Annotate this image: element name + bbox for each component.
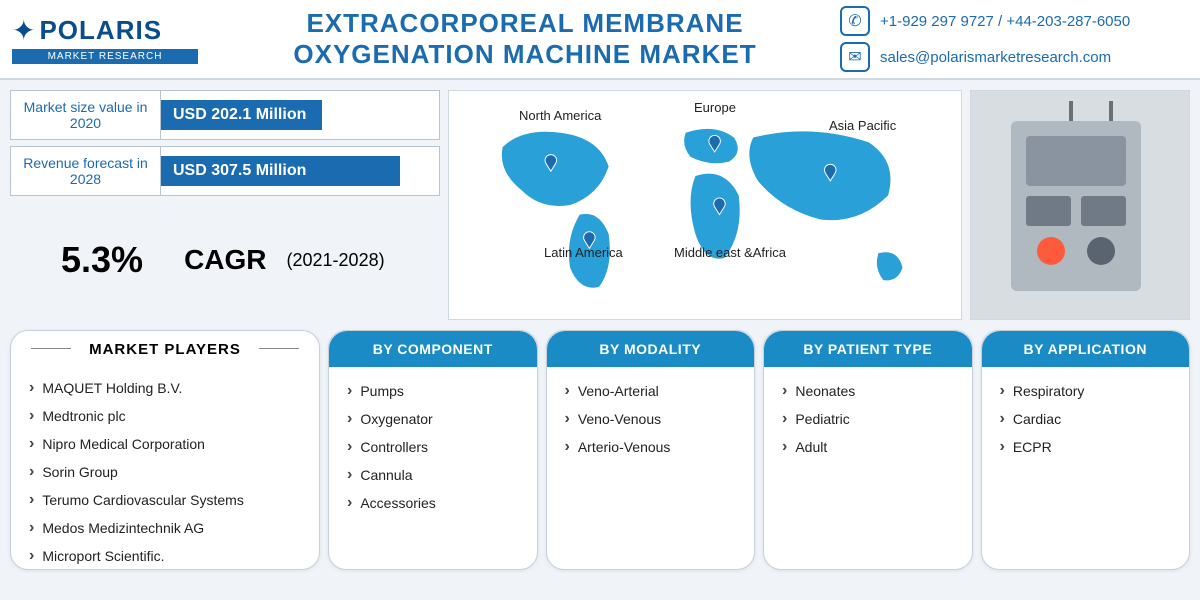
contact-email-row: ✉ sales@polarismarketresearch.com: [840, 42, 1184, 72]
page-title: EXTRACORPOREAL MEMBRANE OXYGENATION MACH…: [210, 8, 840, 70]
contact-email: sales@polarismarketresearch.com: [880, 49, 1111, 66]
title-box: EXTRACORPOREAL MEMBRANE OXYGENATION MACH…: [210, 0, 840, 78]
region-ap: Asia Pacific: [829, 119, 896, 133]
cagr-box: 5.3% CAGR (2021-2028): [10, 222, 440, 298]
logo-star-icon: ✦: [12, 14, 35, 47]
list-application: RespiratoryCardiacECPR: [982, 367, 1190, 471]
bottom-section: MARKET PLAYERS MAQUET Holding B.V.Medtro…: [0, 320, 1200, 580]
seg-title-patient: BY PATIENT TYPE: [764, 331, 972, 367]
list-item: Respiratory: [1000, 377, 1172, 405]
list-item: ECPR: [1000, 433, 1172, 461]
list-component: PumpsOxygenatorControllersCannulaAccesso…: [329, 367, 537, 527]
list-item: Controllers: [347, 433, 519, 461]
card-market-players: MARKET PLAYERS MAQUET Holding B.V.Medtro…: [10, 330, 320, 570]
list-item: Terumo Cardiovascular Systems: [29, 486, 301, 514]
list-item: Sorin Group: [29, 458, 301, 486]
ecmo-machine-icon: [971, 91, 1190, 320]
region-mea: Middle east &Africa: [674, 246, 786, 260]
contact-box: ✆ +1-929 297 9727 / +44-203-287-6050 ✉ s…: [840, 0, 1200, 78]
list-item: Oxygenator: [347, 405, 519, 433]
stat-label-2028: Revenue forecast in 2028: [11, 147, 161, 195]
card-component: BY COMPONENT PumpsOxygenatorControllersC…: [328, 330, 538, 570]
list-item: Medtronic plc: [29, 402, 301, 430]
cagr-period: (2021-2028): [287, 250, 385, 271]
stats-column: Market size value in 2020 USD 202.1 Mill…: [10, 90, 440, 320]
header: ✦ POLARIS MARKET RESEARCH EXTRACORPOREAL…: [0, 0, 1200, 80]
region-eu: Europe: [694, 101, 736, 115]
card-application: BY APPLICATION RespiratoryCardiacECPR: [981, 330, 1191, 570]
card-patient: BY PATIENT TYPE NeonatesPediatricAdult: [763, 330, 973, 570]
logo-name: POLARIS: [39, 15, 162, 46]
list-item: Pediatric: [782, 405, 954, 433]
seg-title-modality: BY MODALITY: [547, 331, 755, 367]
list-item: Microport Scientific.: [29, 542, 301, 570]
list-item: Nipro Medical Corporation: [29, 430, 301, 458]
contact-phone: +1-929 297 9727 / +44-203-287-6050: [880, 13, 1130, 30]
product-photo: [970, 90, 1190, 320]
logo-subtitle: MARKET RESEARCH: [12, 49, 198, 64]
list-item: Veno-Arterial: [565, 377, 737, 405]
seg-title-application: BY APPLICATION: [982, 331, 1190, 367]
card-modality: BY MODALITY Veno-ArterialVeno-VenousArte…: [546, 330, 756, 570]
stat-bar-2020: USD 202.1 Million: [161, 100, 322, 130]
list-item: Cannula: [347, 461, 519, 489]
list-modality: Veno-ArterialVeno-VenousArterio-Venous: [547, 367, 755, 471]
cagr-label: CAGR: [184, 244, 266, 276]
contact-phone-row: ✆ +1-929 297 9727 / +44-203-287-6050: [840, 6, 1184, 36]
players-list: MAQUET Holding B.V.Medtronic plcNipro Me…: [11, 364, 319, 580]
list-item: Accessories: [347, 489, 519, 517]
list-item: Medos Medizintechnik AG: [29, 514, 301, 542]
list-item: Arterio-Venous: [565, 433, 737, 461]
region-na: North America: [519, 109, 601, 123]
logo: ✦ POLARIS MARKET RESEARCH: [0, 0, 210, 78]
stat-value-2020: USD 202.1 Million: [161, 91, 439, 139]
world-map: North America Latin America Europe Middl…: [448, 90, 962, 320]
list-item: Adult: [782, 433, 954, 461]
stat-row-2028: Revenue forecast in 2028 USD 307.5 Milli…: [10, 146, 440, 196]
list-item: MAQUET Holding B.V.: [29, 374, 301, 402]
email-icon: ✉: [840, 42, 870, 72]
stat-label-2020: Market size value in 2020: [11, 91, 161, 139]
list-item: Veno-Venous: [565, 405, 737, 433]
stat-bar-2028: USD 307.5 Million: [161, 156, 400, 186]
list-patient: NeonatesPediatricAdult: [764, 367, 972, 471]
stat-value-2028: USD 307.5 Million: [161, 147, 439, 195]
list-item: Cardiac: [1000, 405, 1172, 433]
mid-section: Market size value in 2020 USD 202.1 Mill…: [0, 80, 1200, 320]
phone-icon: ✆: [840, 6, 870, 36]
cagr-value: 5.3%: [40, 222, 164, 298]
list-item: Neonates: [782, 377, 954, 405]
region-la: Latin America: [544, 246, 623, 260]
stat-row-2020: Market size value in 2020 USD 202.1 Mill…: [10, 90, 440, 140]
list-item: Pumps: [347, 377, 519, 405]
players-title: MARKET PLAYERS: [11, 331, 319, 364]
seg-title-component: BY COMPONENT: [329, 331, 537, 367]
